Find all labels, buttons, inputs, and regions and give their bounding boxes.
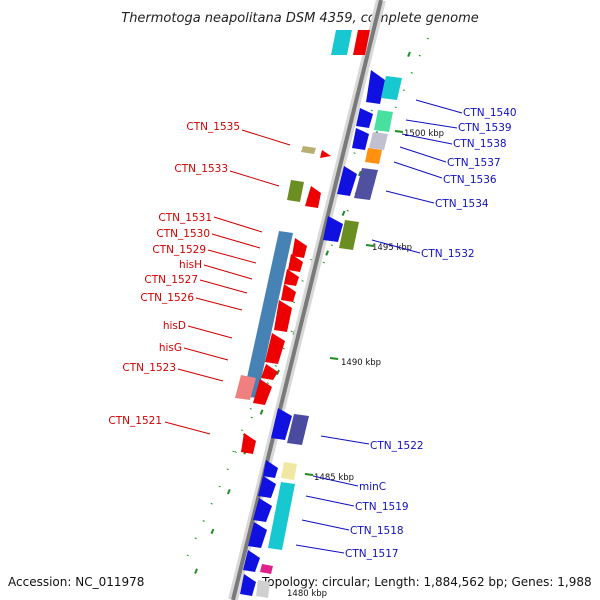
label-ctn-1538: CTN_1538 (453, 138, 507, 150)
gene-ctn-1540-rev[interactable] (331, 30, 352, 55)
gene-ctn-1539-block[interactable] (381, 76, 402, 100)
gene-ctn-1538-small[interactable] (356, 108, 373, 128)
label-ctn-1539: CTN_1539 (458, 122, 512, 134)
label-ctn-1529: CTN_1529 (152, 244, 206, 256)
gene-grey[interactable] (256, 580, 270, 598)
label-ctn-1522: CTN_1522 (370, 440, 424, 452)
gene-ctn-1537-small[interactable] (352, 128, 369, 150)
scale-ticks (304, 130, 404, 476)
reverse-strand-genes (235, 30, 352, 454)
label-ctn-1519: CTN_1519 (355, 501, 409, 513)
label-minc: minC (359, 481, 386, 493)
label-ctn-1532: CTN_1532 (421, 248, 475, 260)
label-ctn-1530: CTN_1530 (156, 228, 210, 240)
gene-ctn-1540[interactable] (366, 70, 385, 104)
accession-text: Accession: NC_011978 (8, 575, 144, 589)
gene-ctn-1534[interactable] (323, 216, 343, 242)
label-ctn-1527: CTN_1527 (144, 274, 198, 286)
left-leader-lines (164, 129, 291, 435)
map-title: Thermotoga neapolitana DSM 4359, complet… (121, 11, 479, 26)
gene-ctn-1539[interactable] (374, 110, 393, 132)
gene-ctn-1533-b[interactable] (305, 186, 321, 208)
gene-ctn-1522-a[interactable] (271, 408, 292, 440)
gene-hisg[interactable] (261, 364, 278, 380)
gc-trace-inner (229, 109, 373, 461)
gene-pink[interactable] (260, 564, 273, 574)
kbp-label-1485: 1485 kbp (314, 473, 354, 483)
gene-ctn-1540-fwd[interactable] (353, 30, 370, 55)
label-ctn-1537: CTN_1537 (447, 157, 501, 169)
kbp-label-1480: 1480 kbp (287, 589, 327, 599)
gene-ctn-1523-block[interactable] (235, 375, 256, 400)
gene-ctn-1523[interactable] (253, 379, 272, 405)
gene-ctn-1535-a[interactable] (301, 146, 316, 154)
label-ctn-1523: CTN_1523 (122, 362, 176, 374)
genome-backbone (228, 0, 386, 600)
kbp-label-1490: 1490 kbp (341, 358, 381, 368)
label-ctn-1536: CTN_1536 (443, 174, 497, 186)
label-ctn-1518: CTN_1518 (350, 525, 404, 537)
gene-ctn-1517[interactable] (248, 522, 267, 548)
gene-ctn-1533-a[interactable] (287, 180, 304, 202)
gene-hisd[interactable] (265, 333, 285, 364)
gene-ctn-1521[interactable] (241, 433, 256, 454)
label-ctn-1535: CTN_1535 (186, 121, 240, 133)
gene-ctn-1536[interactable] (337, 166, 357, 196)
gene-ctn-1526[interactable] (274, 300, 292, 332)
label-ctn-1521: CTN_1521 (108, 415, 162, 427)
kbp-label-1495: 1495 kbp (372, 243, 412, 253)
gene-minc[interactable] (263, 460, 278, 478)
gene-ctn-1517-block[interactable] (268, 482, 295, 550)
gene-ctn-1537[interactable] (365, 148, 382, 164)
genome-summary-text: Topology: circular; Length: 1,884,562 bp… (261, 575, 592, 589)
gene-ctn-1522[interactable] (287, 414, 309, 445)
gene-ctn-1535-b[interactable] (320, 150, 331, 158)
kbp-label-1500: 1500 kbp (404, 129, 444, 139)
label-ctn-1517: CTN_1517 (345, 548, 399, 560)
forward-strand-genes (240, 30, 402, 598)
label-ctn-1531: CTN_1531 (158, 212, 212, 224)
label-hisg: hisG (159, 342, 182, 354)
label-ctn-1533: CTN_1533 (174, 163, 228, 175)
gene-ctn-1538[interactable] (369, 132, 388, 150)
label-hish: hisH (179, 259, 202, 271)
gene-minc-block[interactable] (281, 462, 297, 480)
gene-ctn-1531-block[interactable] (243, 231, 293, 398)
gene-ctn-1529[interactable] (288, 254, 303, 272)
gene-ctn-1518[interactable] (253, 498, 272, 522)
label-ctn-1526: CTN_1526 (140, 292, 194, 304)
gene-hish[interactable] (284, 269, 299, 286)
label-hisd: hisD (163, 320, 186, 332)
label-ctn-1534: CTN_1534 (435, 198, 489, 210)
gene-ctn-1519[interactable] (258, 476, 276, 498)
label-ctn-1540: CTN_1540 (463, 107, 517, 119)
gene-ctn-1516[interactable] (243, 550, 260, 572)
right-leader-lines (295, 99, 463, 554)
gene-ctn-1530[interactable] (292, 238, 307, 258)
gene-ctn-1527[interactable] (281, 284, 296, 302)
gene-ctn-1536-block[interactable] (354, 168, 378, 200)
gene-ctn-1515[interactable] (240, 574, 256, 596)
gene-ctn-1532[interactable] (339, 220, 359, 250)
